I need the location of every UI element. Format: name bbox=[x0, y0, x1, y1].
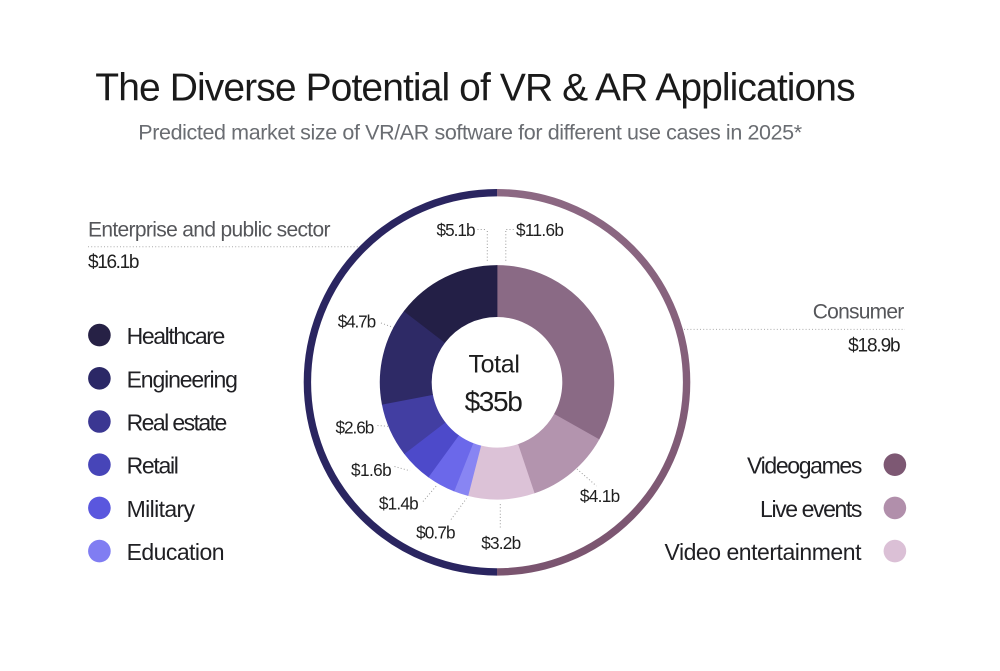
svg-text:Enterprise and public sector: Enterprise and public sector bbox=[88, 218, 330, 241]
svg-text:$1.4b: $1.4b bbox=[379, 493, 418, 513]
svg-text:Education: Education bbox=[127, 539, 224, 565]
svg-text:Live events: Live events bbox=[760, 496, 862, 522]
svg-text:$35b: $35b bbox=[465, 386, 523, 417]
svg-text:$18.9b: $18.9b bbox=[848, 335, 900, 356]
svg-text:$1.6b: $1.6b bbox=[351, 460, 391, 480]
svg-text:Military: Military bbox=[127, 496, 196, 522]
svg-text:$2.6b: $2.6b bbox=[336, 418, 374, 438]
svg-text:$5.1b: $5.1b bbox=[437, 220, 475, 240]
svg-text:$3.2b: $3.2b bbox=[481, 533, 520, 553]
svg-text:$4.7b: $4.7b bbox=[338, 312, 376, 332]
svg-text:$16.1b: $16.1b bbox=[88, 252, 139, 273]
svg-text:Retail: Retail bbox=[127, 453, 178, 479]
svg-text:Predicted market size of VR/AR: Predicted market size of VR/AR software … bbox=[138, 120, 802, 144]
svg-text:Videogames: Videogames bbox=[747, 453, 862, 479]
svg-text:Healthcare: Healthcare bbox=[127, 323, 225, 349]
svg-text:Real estate: Real estate bbox=[127, 410, 227, 436]
svg-text:Video entertainment: Video entertainment bbox=[664, 539, 862, 565]
svg-text:$4.1b: $4.1b bbox=[580, 486, 620, 506]
svg-text:$0.7b: $0.7b bbox=[416, 522, 455, 542]
svg-text:Total: Total bbox=[468, 351, 519, 379]
svg-text:The Diverse Potential of VR &: The Diverse Potential of VR & AR Applica… bbox=[95, 67, 855, 110]
svg-text:$11.6b: $11.6b bbox=[516, 220, 563, 240]
svg-text:Consumer: Consumer bbox=[813, 301, 904, 324]
svg-text:Engineering: Engineering bbox=[127, 366, 238, 392]
